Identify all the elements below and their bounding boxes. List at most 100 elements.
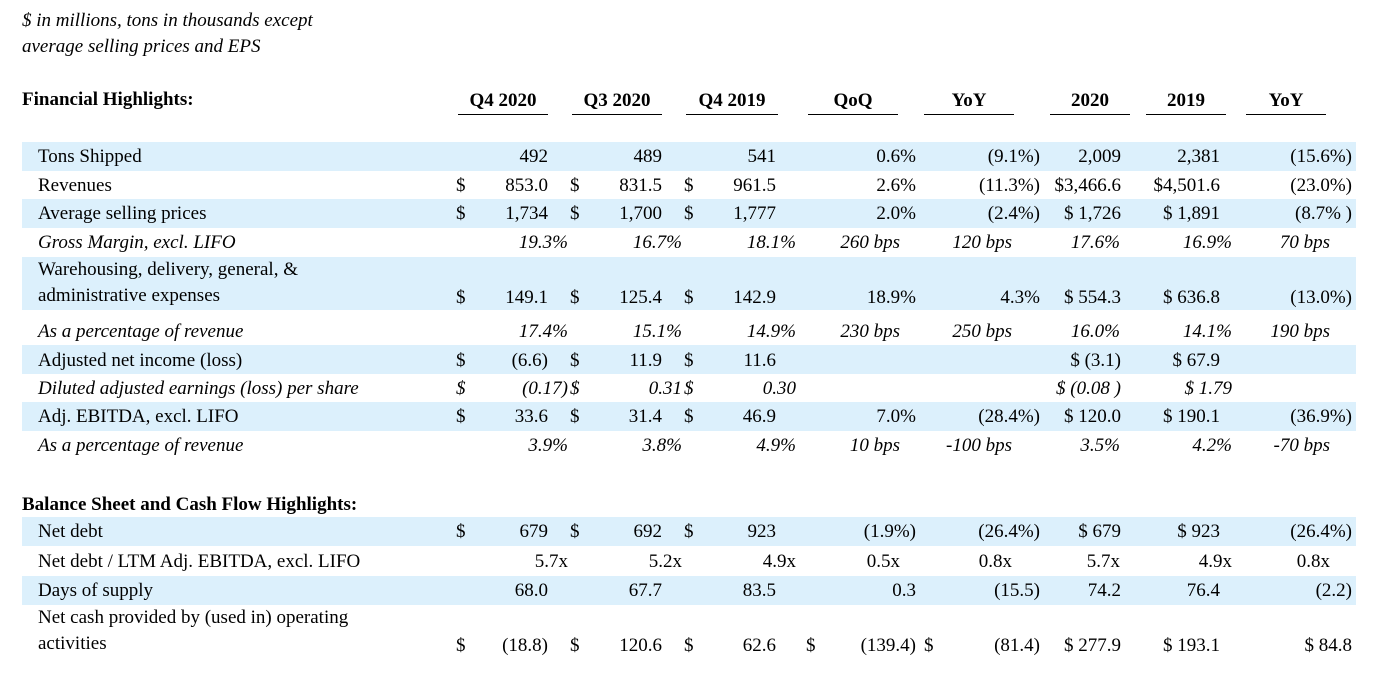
dollar-sign: $ [570,521,580,542]
table-cell: 5.2x [648,551,682,572]
table-cell: 0.30 [762,378,796,399]
col-header-q4-2019: Q4 2019 [686,88,778,115]
row-highlight-band [22,142,1356,171]
table-cell: 3.9% [528,435,568,456]
table-cell: 68.0 [514,580,548,601]
table-cell: 260 bps [840,232,900,253]
row-label: Days of supply [38,580,154,601]
table-cell: (8.7% ) [1295,203,1352,224]
table-cell: 33.6 [514,406,548,427]
row-label: activities [38,633,107,654]
table-cell: 3.8% [642,435,682,456]
table-cell: $ 1.79 [1184,378,1233,399]
col-header-2020: 2020 [1050,88,1130,115]
table-cell: 2,381 [1177,146,1220,167]
row-label: As a percentage of revenue [38,435,244,456]
table-cell: (11.3%) [978,175,1040,196]
table-cell: $ 67.9 [1172,350,1221,371]
dollar-sign: $ [806,635,816,656]
row-highlight-band [22,402,1356,431]
table-cell: 2,009 [1078,146,1121,167]
dollar-sign: $ [684,287,694,308]
row-label: As a percentage of revenue [38,321,244,342]
table-cell: $ 120.0 [1064,406,1121,427]
table-cell: 0.6% [876,146,916,167]
table-cell: $ (3.1) [1070,350,1121,371]
table-cell: 492 [519,146,549,167]
table-cell: $4,501.6 [1153,175,1221,196]
table-cell: 0.8x [1296,551,1330,572]
table-cell: 76.4 [1186,580,1220,601]
table-cell: 125.4 [619,287,662,308]
row-highlight-band [22,576,1356,605]
table-cell: (26.4%) [1290,521,1352,542]
table-cell: 190 bps [1270,321,1330,342]
table-cell: $ 923 [1177,521,1220,542]
table-cell: (15.5) [994,580,1040,601]
row-label: Net cash provided by (used in) operating [38,607,349,628]
row-label: Tons Shipped [38,146,142,167]
table-cell: $ 1,726 [1064,203,1121,224]
table-cell: 70 bps [1279,232,1330,253]
table-cell: 4.9% [756,435,796,456]
row-label: Warehousing, delivery, general, & [38,259,298,280]
table-cell: 17.6% [1070,232,1120,253]
table-cell: $3,466.6 [1054,175,1122,196]
table-cell: $ (0.08 ) [1056,378,1121,399]
dollar-sign: $ [456,203,466,224]
dollar-sign: $ [570,406,580,427]
table-cell: 0.5x [866,551,900,572]
row-label: Diluted adjusted earnings (loss) per sha… [38,378,359,399]
table-cell: 5.7x [1086,551,1120,572]
row-label: Revenues [38,175,112,196]
dollar-sign: $ [684,203,694,224]
col-header-q3-2020: Q3 2020 [572,88,662,115]
col-header-qoq: QoQ [808,88,898,115]
table-cell: (2.4%) [987,203,1040,224]
table-cell: 19.3% [518,232,568,253]
dollar-sign: $ [684,350,694,371]
table-cell: 831.5 [619,175,662,196]
financial-highlights-title: Financial Highlights: [22,89,194,110]
table-cell: 250 bps [952,321,1012,342]
table-cell: -70 bps [1273,435,1330,456]
table-cell: 4.9x [1198,551,1232,572]
dollar-sign: $ [456,287,466,308]
table-cell: 18.9% [866,287,916,308]
table-cell: 5.7x [534,551,568,572]
table-cell: (13.0%) [1290,287,1352,308]
dollar-sign: $ [456,521,466,542]
col-header-yoy-annual: YoY [1246,88,1326,115]
table-cell: -100 bps [946,435,1012,456]
dollar-sign: $ [684,521,694,542]
table-cell: 142.9 [733,287,776,308]
row-label: Net debt / LTM Adj. EBITDA, excl. LIFO [38,551,361,572]
table-cell: 2.0% [876,203,916,224]
table-cell: 16.7% [632,232,682,253]
dollar-sign: $ [456,350,466,371]
dollar-sign: $ [570,378,580,399]
row-label: Gross Margin, excl. LIFO [38,232,236,253]
table-cell: (6.6) [511,350,548,371]
table-cell: $ 190.1 [1163,406,1220,427]
table-cell: (1.9%) [863,521,916,542]
dollar-sign: $ [570,635,580,656]
table-cell: 18.1% [746,232,796,253]
table-cell: 46.9 [742,406,776,427]
table-cell: 541 [747,146,777,167]
row-highlight-band [22,199,1356,228]
table-cell: 14.9% [746,321,796,342]
table-cell: 679 [519,521,549,542]
table-cell: 10 bps [849,435,900,456]
table-cell: (18.8) [502,635,548,656]
table-cell: 961.5 [733,175,776,196]
table-cell: 853.0 [505,175,548,196]
table-cell: 120.6 [619,635,662,656]
table-cell: 11.9 [629,350,662,371]
row-highlight-band [22,257,1356,310]
table-cell: (9.1%) [987,146,1040,167]
row-label: administrative expenses [38,285,221,306]
table-cell: $ 277.9 [1064,635,1121,656]
table-cell: (26.4%) [978,521,1040,542]
dollar-sign: $ [456,175,466,196]
